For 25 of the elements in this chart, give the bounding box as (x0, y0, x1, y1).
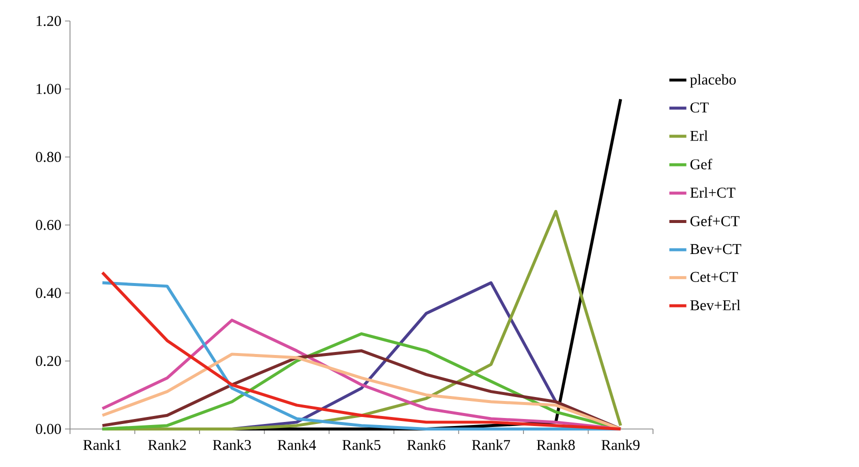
legend-label: placebo (690, 74, 736, 88)
legend-label: Cet+CT (690, 272, 738, 282)
y-tick-label: 1.00 (36, 84, 61, 94)
legend-label: Erl+CT (690, 187, 736, 198)
y-tick-label: 1.20 (36, 16, 61, 26)
x-tick-label: Rank1 (83, 440, 122, 450)
y-tick-label: 0.80 (36, 152, 61, 162)
y-tick-label: 0.40 (36, 288, 61, 298)
x-tick-label: Rank6 (407, 440, 446, 450)
x-tick-label: Rank9 (602, 440, 640, 450)
legend-label: Erl (690, 130, 708, 141)
legend-label: Gef+CT (690, 216, 740, 226)
x-tick-label: Rank4 (278, 440, 316, 450)
x-tick-label: Rank8 (536, 440, 575, 450)
legend-label: CT (690, 102, 709, 113)
legend-label: Gef (690, 158, 712, 170)
y-tick-label: 0.00 (36, 424, 61, 434)
x-tick-label: Rank7 (472, 440, 510, 450)
y-tick-label: 0.60 (36, 220, 61, 230)
y-tick-label: 0.20 (36, 356, 61, 366)
x-tick-label: Rank5 (342, 440, 380, 450)
legend-label: Bev+CT (690, 244, 742, 254)
x-tick-label: Rank2 (148, 440, 186, 450)
legend-label: Bev+Erl (690, 300, 740, 310)
x-tick-label: Rank3 (212, 440, 251, 450)
